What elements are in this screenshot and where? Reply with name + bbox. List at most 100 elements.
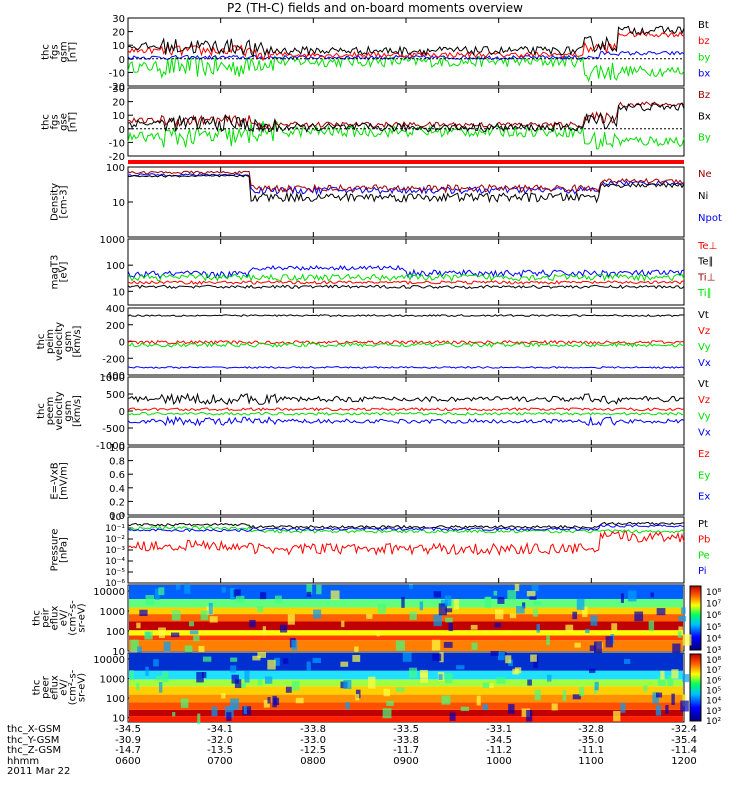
spectrogram-cell: [159, 681, 163, 693]
spectrogram-cell: [145, 666, 149, 676]
spectrogram-cell: [476, 695, 481, 706]
spectrogram-cell: [529, 595, 537, 600]
y-tick-label: 10⁻⁵: [105, 568, 125, 578]
spectrogram-cell: [313, 609, 322, 619]
spectrogram-cell: [495, 609, 504, 620]
spectrogram-cell: [572, 611, 578, 620]
spectrogram-cell: [643, 685, 648, 692]
y-axis-label: eV/: [59, 679, 70, 696]
spectrogram-cell: [224, 705, 234, 718]
spectrogram-cell: [221, 587, 226, 593]
series-line: [127, 284, 685, 290]
y-axis-label: peem: [45, 397, 56, 425]
footer-value: -33.8: [393, 734, 419, 746]
spectrogram-cell: [546, 635, 550, 646]
spectrogram-cell: [189, 630, 199, 635]
footer-value: -35.4: [671, 734, 697, 746]
legend-entry: Ti∥: [697, 288, 712, 299]
spectrogram-cell: [656, 608, 666, 616]
spectrogram-cell: [401, 597, 405, 608]
spectrogram-band: [129, 635, 683, 641]
spectrogram-cell: [445, 673, 453, 684]
spectrogram-cell: [316, 584, 322, 595]
series-line: [127, 339, 685, 345]
spectrogram-cell: [681, 607, 686, 615]
spectrogram-cell: [533, 655, 539, 668]
spectrogram-cell: [352, 654, 361, 662]
spectrogram-cell: [444, 595, 452, 606]
series-line: [127, 280, 685, 285]
spectrogram-cell: [409, 667, 418, 678]
status-bar: [128, 160, 684, 164]
spectrogram-cell: [341, 620, 345, 628]
y-tick-label: -200: [102, 354, 125, 365]
spectrogram-cell: [420, 669, 428, 678]
footer-value: -32.4: [671, 724, 697, 735]
spectrogram-cell: [655, 705, 662, 716]
spectrogram-cell: [497, 597, 505, 604]
colorbar: [689, 585, 702, 651]
footer-value: -14.7: [115, 745, 141, 756]
legend-entry: Vt: [698, 379, 709, 390]
spectrogram-cell: [154, 588, 160, 600]
y-axis-label: [nT]: [68, 112, 79, 132]
spectrogram-cell: [208, 602, 213, 615]
y-axis-label: [nT]: [68, 42, 79, 62]
y-tick-label: 10: [112, 647, 125, 658]
spectrogram-cell: [234, 679, 242, 689]
y-axis-label: peir: [41, 607, 52, 627]
legend-entry: Bz: [698, 90, 710, 101]
series-line: [127, 101, 685, 131]
spectrogram-cell: [665, 704, 669, 714]
legend-entry: By: [698, 133, 711, 144]
spectrogram-cell: [624, 658, 631, 664]
spectrogram-cell: [273, 697, 280, 706]
spectrogram-cell: [136, 622, 141, 629]
spectrogram-cell: [551, 703, 558, 711]
spectrogram-cell: [680, 700, 689, 712]
footer-value: -32.0: [207, 734, 233, 746]
spectrogram-cell: [395, 687, 405, 692]
spectrogram-cell: [226, 712, 232, 721]
spectrogram-cell: [516, 606, 525, 614]
spectrogram-cell: [163, 641, 171, 652]
legend-entry: Te⊥: [697, 241, 717, 252]
y-axis-label: eflux: [50, 675, 61, 700]
y-axis-label: thc: [36, 403, 47, 419]
spectrogram-cell: [262, 626, 266, 636]
series-line: [127, 341, 685, 348]
legend-entry: by: [698, 52, 710, 63]
spectrogram-cell: [409, 584, 413, 589]
y-tick-label: 10000: [93, 655, 125, 666]
y-tick-label: 100: [106, 627, 125, 638]
spectrogram-cell: [526, 709, 533, 722]
spectrogram-cell: [440, 599, 449, 607]
spectrogram-cell: [243, 705, 247, 715]
y-axis-label: magT3: [50, 255, 61, 290]
spectrogram-cell: [180, 698, 189, 708]
y-tick-label: 10: [112, 41, 125, 52]
spectrogram-cell: [312, 657, 321, 664]
colorbar-label: 10⁸: [706, 656, 721, 666]
spectrogram-cell: [588, 668, 596, 673]
spectrogram-cell: [189, 621, 195, 627]
footer-value: -33.0: [300, 734, 326, 746]
spectrogram-cell: [231, 674, 239, 684]
spectrogram-cell: [682, 674, 690, 683]
spectrogram-cell: [249, 619, 256, 628]
y-tick-label: 400: [106, 304, 125, 315]
spectrogram-cell: [655, 692, 663, 698]
spectrogram-cell: [211, 706, 218, 717]
orbit-footer: thc_X-GSM -34.5 -34.1 -33.8 -33.5 -33.1 …: [7, 724, 747, 778]
plot-area: thcfgsgsm[nT]3020100-10-20Btbzbybxthcfgs…: [32, 14, 722, 725]
spectrogram-band: [129, 686, 683, 695]
spectrogram-cell: [678, 616, 687, 622]
legend-entry: Vt: [698, 310, 709, 321]
y-axis-label: [cm-3]: [59, 185, 70, 218]
series-line: [127, 173, 685, 196]
y-tick-label: 10⁻⁴: [105, 557, 125, 567]
footer-row-y: thc_Y-GSM -30.9 -32.0 -33.0 -33.8 -34.5 …: [7, 734, 747, 747]
legend-entry: Vz: [698, 326, 710, 337]
y-axis-label: gsm: [63, 400, 74, 421]
colorbar-label: 10³: [706, 646, 721, 656]
